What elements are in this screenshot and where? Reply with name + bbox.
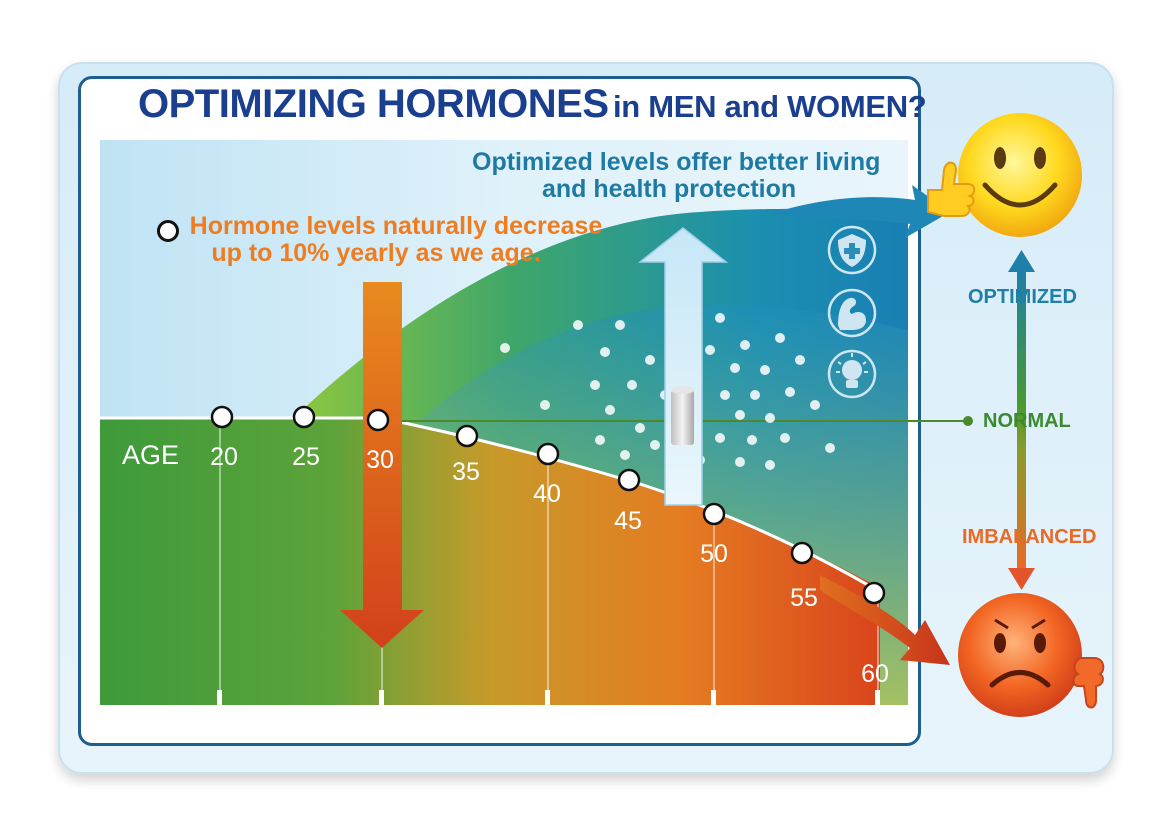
flexed-arm-icon xyxy=(827,288,877,338)
age-tick-label: 30 xyxy=(366,446,394,474)
optimized-curve-arrow xyxy=(770,185,950,238)
age-point xyxy=(702,502,726,526)
age-point xyxy=(366,408,390,432)
hormone-level-area xyxy=(100,418,880,705)
age-point xyxy=(210,405,234,429)
age-point xyxy=(292,405,316,429)
age-axis-label: AGE xyxy=(122,440,180,470)
normal-level-dot xyxy=(963,416,973,426)
age-points xyxy=(210,405,886,605)
decrease-note-line2: up to 10% yearly as we age. xyxy=(211,239,541,267)
legend-optimized: OPTIMIZED xyxy=(968,286,1077,308)
legend-normal: NORMAL xyxy=(983,410,1071,432)
legend-scale xyxy=(1008,250,1035,590)
page-title: OPTIMIZING HORMONES in MEN and WOMEN? xyxy=(138,82,927,127)
up-arrow xyxy=(637,227,729,506)
shield-plus-icon xyxy=(827,225,877,275)
title-main: OPTIMIZING HORMONES xyxy=(138,82,609,126)
age-tick-label: 40 xyxy=(533,480,561,508)
age-point xyxy=(862,581,886,605)
brain-lightbulb-icon xyxy=(827,349,877,399)
legend-imbalanced: IMBALANCED xyxy=(962,526,1097,548)
title-sub: in MEN and WOMEN? xyxy=(612,89,927,124)
decrease-note: Hormone levels naturally decrease up to … xyxy=(186,213,606,267)
sad-face-thumbs-down-icon xyxy=(958,593,1105,717)
age-tick-label: 25 xyxy=(292,443,320,471)
age-point xyxy=(790,541,814,565)
age-tick-label: 20 xyxy=(210,443,238,471)
axis-ticks xyxy=(217,690,880,705)
age-point xyxy=(455,424,479,448)
pillar-top xyxy=(671,386,694,394)
age-tick-label: 55 xyxy=(790,584,818,612)
age-tick-label: 50 xyxy=(700,540,728,568)
optimized-note-line1: Optimized levels offer better living xyxy=(472,148,881,176)
age-point xyxy=(536,442,560,466)
imbalanced-curve-arrow xyxy=(820,575,950,665)
pillar xyxy=(671,390,694,445)
optimized-note-line2: and health protection xyxy=(542,175,797,203)
particles xyxy=(500,313,835,470)
down-arrow xyxy=(340,282,424,648)
decrease-bullet xyxy=(157,220,179,242)
age-tick-label: 45 xyxy=(614,507,642,535)
decrease-note-line1: Hormone levels naturally decrease xyxy=(189,212,603,240)
happy-face-thumbs-up-icon xyxy=(927,113,1082,237)
age-tick-label: 60 xyxy=(861,660,889,688)
age-tick-label: 35 xyxy=(452,458,480,486)
optimized-note: Optimized levels offer better living and… xyxy=(472,149,892,203)
age-point xyxy=(617,468,641,492)
